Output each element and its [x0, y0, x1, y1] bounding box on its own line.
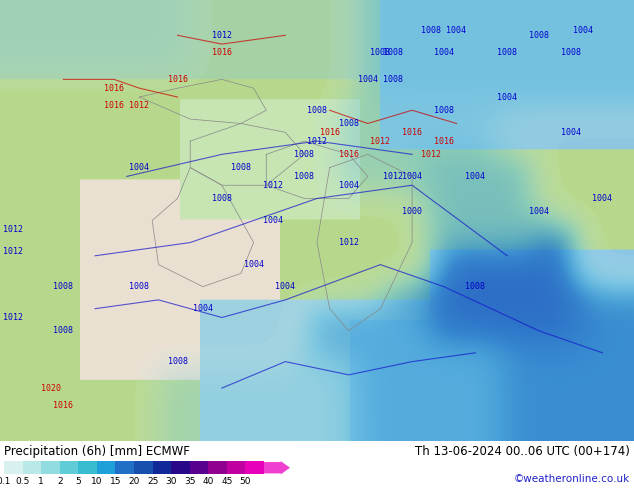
- Bar: [227, 461, 245, 474]
- Bar: [134, 461, 153, 474]
- Text: 1012: 1012: [262, 181, 283, 190]
- Text: 1004: 1004: [434, 49, 454, 57]
- Text: 20: 20: [128, 477, 139, 486]
- Text: 1012: 1012: [3, 313, 23, 322]
- Text: 1016: 1016: [104, 101, 124, 110]
- Text: 2: 2: [57, 477, 63, 486]
- Text: 1004: 1004: [358, 75, 378, 84]
- Text: 1008: 1008: [339, 119, 359, 128]
- Text: 1008: 1008: [294, 150, 314, 159]
- Text: 1012: 1012: [370, 137, 391, 146]
- Bar: [78, 461, 97, 474]
- Text: 1008: 1008: [529, 31, 549, 40]
- Text: 1004: 1004: [592, 194, 612, 203]
- Bar: [245, 461, 264, 474]
- Text: 15: 15: [110, 477, 121, 486]
- Text: 1008: 1008: [294, 172, 314, 181]
- Bar: [60, 461, 78, 474]
- Text: 1004: 1004: [446, 26, 467, 35]
- Text: Th 13-06-2024 00..06 UTC (00+174): Th 13-06-2024 00..06 UTC (00+174): [415, 445, 630, 459]
- Text: 1004: 1004: [243, 260, 264, 269]
- Text: 30: 30: [165, 477, 177, 486]
- Text: 1004: 1004: [560, 128, 581, 137]
- Text: 1008: 1008: [129, 282, 150, 291]
- Bar: [153, 461, 171, 474]
- Text: 10: 10: [91, 477, 103, 486]
- Text: 1016: 1016: [167, 75, 188, 84]
- Text: 1008: 1008: [307, 106, 327, 115]
- Text: 1004: 1004: [497, 93, 517, 101]
- Text: 1004: 1004: [529, 207, 549, 216]
- Text: 1008: 1008: [434, 106, 454, 115]
- Text: 1012: 1012: [129, 101, 150, 110]
- Text: 1016: 1016: [339, 150, 359, 159]
- Text: 1016: 1016: [53, 401, 74, 410]
- Text: 1008: 1008: [370, 49, 391, 57]
- FancyArrow shape: [264, 461, 290, 474]
- Text: 1008: 1008: [53, 326, 74, 335]
- Text: 1008: 1008: [421, 26, 441, 35]
- Text: 45: 45: [221, 477, 233, 486]
- Text: 1008: 1008: [465, 282, 486, 291]
- Text: 1004: 1004: [275, 282, 295, 291]
- Text: 1016: 1016: [212, 49, 232, 57]
- Text: 1004: 1004: [129, 163, 150, 172]
- Bar: [4, 461, 23, 474]
- Text: 1: 1: [38, 477, 44, 486]
- Text: 1004: 1004: [262, 216, 283, 225]
- Text: 1012: 1012: [383, 172, 403, 181]
- Text: 1000: 1000: [402, 207, 422, 216]
- Text: 1016: 1016: [320, 128, 340, 137]
- Text: 1008: 1008: [167, 357, 188, 366]
- Text: 1012: 1012: [339, 238, 359, 247]
- Text: 1012: 1012: [307, 137, 327, 146]
- Text: 1008: 1008: [231, 163, 251, 172]
- Bar: [115, 461, 134, 474]
- Text: 0.5: 0.5: [15, 477, 30, 486]
- Text: 1008: 1008: [383, 75, 403, 84]
- Text: 1008: 1008: [53, 282, 74, 291]
- Text: 1008: 1008: [560, 49, 581, 57]
- Text: Precipitation (6h) [mm] ECMWF: Precipitation (6h) [mm] ECMWF: [4, 445, 190, 459]
- Bar: [97, 461, 115, 474]
- Text: 1004: 1004: [339, 181, 359, 190]
- Text: 1008: 1008: [497, 49, 517, 57]
- Text: 1020: 1020: [41, 384, 61, 392]
- Text: 50: 50: [240, 477, 251, 486]
- Text: 1004: 1004: [573, 26, 593, 35]
- Text: 35: 35: [184, 477, 195, 486]
- Bar: [190, 461, 209, 474]
- Text: 1004: 1004: [193, 304, 213, 313]
- Text: 1004: 1004: [402, 172, 422, 181]
- Bar: [171, 461, 190, 474]
- Text: 1008: 1008: [212, 194, 232, 203]
- Text: 1012: 1012: [3, 225, 23, 234]
- Text: 1012: 1012: [3, 247, 23, 256]
- Text: 40: 40: [203, 477, 214, 486]
- Text: 5: 5: [75, 477, 81, 486]
- Text: ©weatheronline.co.uk: ©weatheronline.co.uk: [514, 474, 630, 484]
- Text: 1012: 1012: [421, 150, 441, 159]
- Bar: [209, 461, 227, 474]
- Text: 1016: 1016: [104, 84, 124, 93]
- Text: 1016: 1016: [434, 137, 454, 146]
- Text: 1012: 1012: [212, 31, 232, 40]
- Text: 25: 25: [147, 477, 158, 486]
- Text: 1008: 1008: [383, 49, 403, 57]
- Bar: [23, 461, 41, 474]
- Text: 0.1: 0.1: [0, 477, 11, 486]
- Bar: [41, 461, 60, 474]
- Text: 1016: 1016: [402, 128, 422, 137]
- Text: 1004: 1004: [465, 172, 486, 181]
